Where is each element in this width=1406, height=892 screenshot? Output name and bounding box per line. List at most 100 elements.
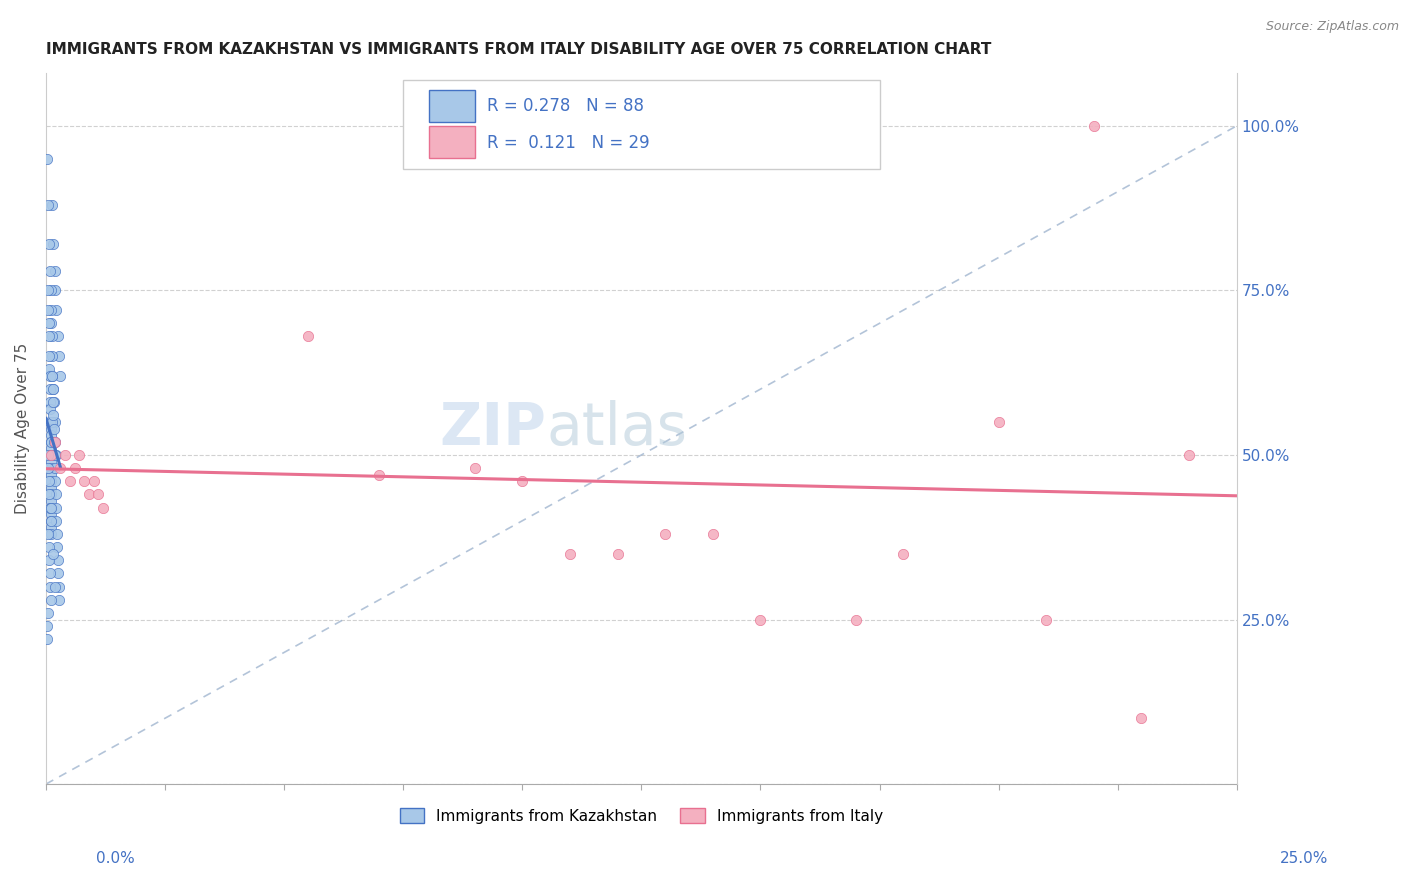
Point — [39, 514, 62, 528]
Point — [39, 527, 62, 541]
Point — [38, 362, 60, 376]
Point — [39, 303, 62, 318]
Point — [38, 329, 60, 343]
Text: atlas: atlas — [546, 401, 688, 457]
Point — [39, 487, 62, 501]
Point — [702, 527, 724, 541]
Point — [41, 382, 63, 396]
Point — [37, 448, 59, 462]
Legend: Immigrants from Kazakhstan, Immigrants from Italy: Immigrants from Kazakhstan, Immigrants f… — [394, 802, 889, 830]
Point — [39, 454, 62, 468]
Text: ZIP: ZIP — [439, 401, 546, 457]
Point — [749, 613, 772, 627]
Point — [297, 329, 319, 343]
Point — [39, 481, 62, 495]
Point — [48, 592, 70, 607]
Point — [39, 448, 62, 462]
Point — [42, 395, 65, 409]
Text: 25.0%: 25.0% — [1281, 852, 1329, 866]
Point — [368, 467, 391, 482]
Point — [37, 527, 59, 541]
Point — [44, 434, 66, 449]
Point — [63, 461, 86, 475]
Point — [41, 369, 63, 384]
Text: IMMIGRANTS FROM KAZAKHSTAN VS IMMIGRANTS FROM ITALY DISABILITY AGE OVER 75 CORRE: IMMIGRANTS FROM KAZAKHSTAN VS IMMIGRANTS… — [46, 42, 991, 57]
Point — [39, 284, 62, 298]
FancyBboxPatch shape — [404, 80, 880, 169]
Point — [606, 547, 628, 561]
Y-axis label: Disability Age Over 75: Disability Age Over 75 — [15, 343, 30, 515]
FancyBboxPatch shape — [429, 90, 475, 121]
Point — [45, 303, 67, 318]
Text: R =  0.121   N = 29: R = 0.121 N = 29 — [486, 134, 650, 152]
Point — [37, 632, 59, 647]
Point — [38, 316, 60, 330]
Point — [41, 448, 63, 462]
Point — [46, 329, 69, 343]
Point — [45, 514, 67, 528]
Point — [37, 303, 59, 318]
Point — [48, 580, 70, 594]
Point — [41, 415, 63, 429]
Point — [38, 237, 60, 252]
Point — [39, 500, 62, 515]
Point — [39, 448, 62, 462]
Point — [37, 461, 59, 475]
Point — [48, 566, 70, 581]
Point — [39, 415, 62, 429]
Point — [45, 527, 67, 541]
Point — [77, 487, 100, 501]
Point — [38, 475, 60, 489]
Point — [42, 237, 65, 252]
Point — [87, 487, 110, 501]
FancyBboxPatch shape — [429, 127, 475, 158]
Point — [1178, 448, 1201, 462]
Point — [39, 467, 62, 482]
Point — [42, 409, 65, 423]
Point — [37, 619, 59, 633]
Point — [38, 553, 60, 567]
Point — [67, 448, 90, 462]
Point — [91, 500, 114, 515]
Point — [42, 422, 65, 436]
Point — [38, 382, 60, 396]
Point — [42, 382, 65, 396]
Point — [39, 401, 62, 416]
Point — [39, 461, 62, 475]
Point — [39, 500, 62, 515]
Point — [48, 349, 70, 363]
Point — [39, 507, 62, 521]
Point — [41, 369, 63, 384]
Point — [39, 442, 62, 456]
Point — [45, 448, 67, 462]
Point — [44, 461, 66, 475]
Point — [46, 553, 69, 567]
Point — [39, 520, 62, 534]
Point — [891, 547, 914, 561]
Point — [1083, 119, 1105, 133]
Point — [654, 527, 676, 541]
Point — [39, 434, 62, 449]
Point — [38, 349, 60, 363]
Point — [44, 284, 66, 298]
Point — [44, 580, 66, 594]
Point — [49, 369, 72, 384]
Point — [987, 415, 1010, 429]
Point — [42, 395, 65, 409]
Point — [38, 263, 60, 277]
Text: 0.0%: 0.0% — [96, 852, 135, 866]
Point — [37, 606, 59, 620]
Point — [45, 487, 67, 501]
Point — [39, 514, 62, 528]
Point — [44, 415, 66, 429]
Point — [83, 475, 105, 489]
Point — [53, 448, 76, 462]
Point — [38, 500, 60, 515]
Point — [39, 422, 62, 436]
Point — [725, 119, 748, 133]
Point — [38, 369, 60, 384]
Point — [73, 475, 96, 489]
Point — [39, 316, 62, 330]
Point — [37, 152, 59, 166]
Point — [37, 198, 59, 212]
